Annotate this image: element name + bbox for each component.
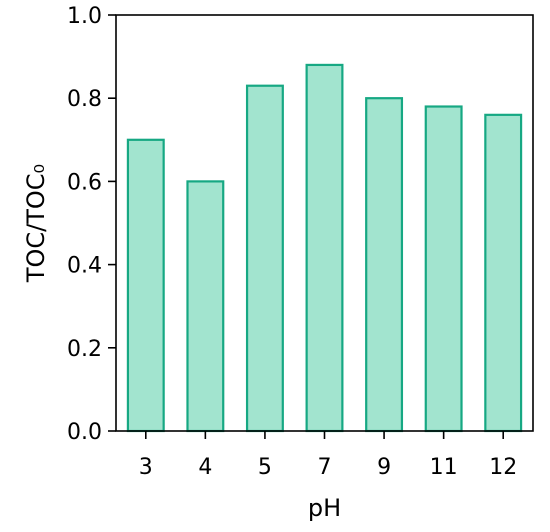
y-tick-label: 0.8	[67, 87, 102, 112]
y-tick-label: 0.4	[67, 254, 102, 279]
bars-group	[126, 63, 523, 433]
y-tick-label: 1.0	[67, 4, 102, 29]
x-tick-label: 4	[198, 455, 212, 480]
x-axis-label: pH	[308, 494, 341, 522]
y-tick-label: 0.6	[67, 170, 102, 195]
bar-3	[126, 138, 165, 433]
x-tick-label: 7	[318, 455, 332, 480]
bar-9	[365, 97, 404, 433]
bar-7	[305, 63, 344, 433]
bar-11	[424, 105, 463, 433]
bar-12	[484, 113, 523, 433]
y-tick-label: 0.2	[67, 337, 102, 362]
x-tick-label: 12	[489, 455, 517, 480]
x-tick-label: 5	[258, 455, 272, 480]
bar-5	[245, 84, 284, 433]
y-tick-label: 0.0	[67, 420, 102, 445]
x-tick-label: 11	[430, 455, 458, 480]
x-ticks-group: 3 4 5 7 9 11 12	[139, 431, 517, 480]
bar-4	[186, 180, 225, 433]
y-axis-label: TOC/TOC₀	[22, 164, 50, 283]
x-tick-label: 3	[139, 455, 153, 480]
y-ticks-group: 0.0 0.2 0.4 0.6 0.8 1.0	[67, 4, 116, 445]
x-tick-label: 9	[377, 455, 391, 480]
